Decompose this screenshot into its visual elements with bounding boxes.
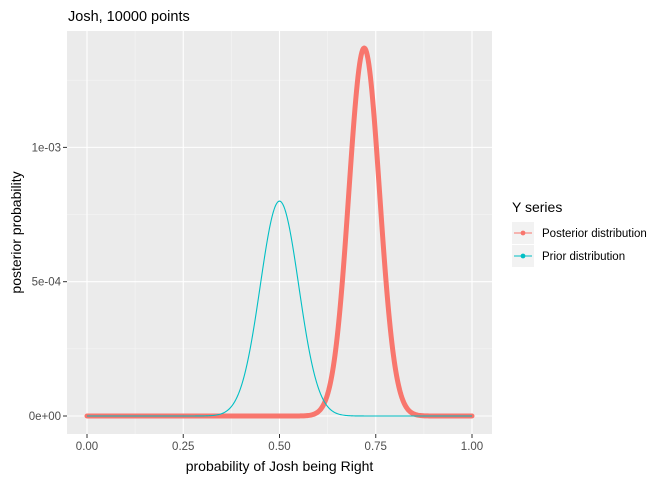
- y-axis: 0e+00 5e-04 1e-03: [29, 142, 67, 423]
- series-layer: [84, 45, 475, 419]
- legend-key-point: [520, 253, 526, 259]
- x-tick-label: 0.00: [76, 441, 98, 453]
- gridlines: [67, 31, 492, 434]
- x-tick-label: 1.00: [461, 441, 483, 453]
- legend-title: Y series: [512, 199, 562, 215]
- y-tick-label: 1e-03: [32, 142, 61, 154]
- plot-panel: [67, 31, 492, 434]
- legend-label: Prior distribution: [542, 251, 625, 263]
- y-tick-label: 0e+00: [29, 411, 61, 423]
- y-axis-title: posterior probability: [8, 171, 24, 293]
- chart-title: Josh, 10000 points: [68, 9, 190, 25]
- series-line-prior: [87, 200, 472, 417]
- x-tick-label: 0.75: [365, 441, 387, 453]
- x-tick-label: 0.25: [172, 441, 194, 453]
- legend-key-point: [520, 230, 526, 236]
- legend-label: Posterior distribution: [542, 228, 647, 240]
- legend: Y series Posterior distribution Prior dis…: [512, 199, 647, 267]
- x-axis: 0.00 0.25 0.50 0.75 1.00: [76, 434, 483, 453]
- x-tick-label: 0.50: [268, 441, 290, 453]
- y-tick-label: 5e-04: [32, 277, 62, 289]
- x-axis-title: probability of Josh being Right: [186, 458, 374, 474]
- legend-items: Posterior distribution Prior distribution: [512, 222, 647, 267]
